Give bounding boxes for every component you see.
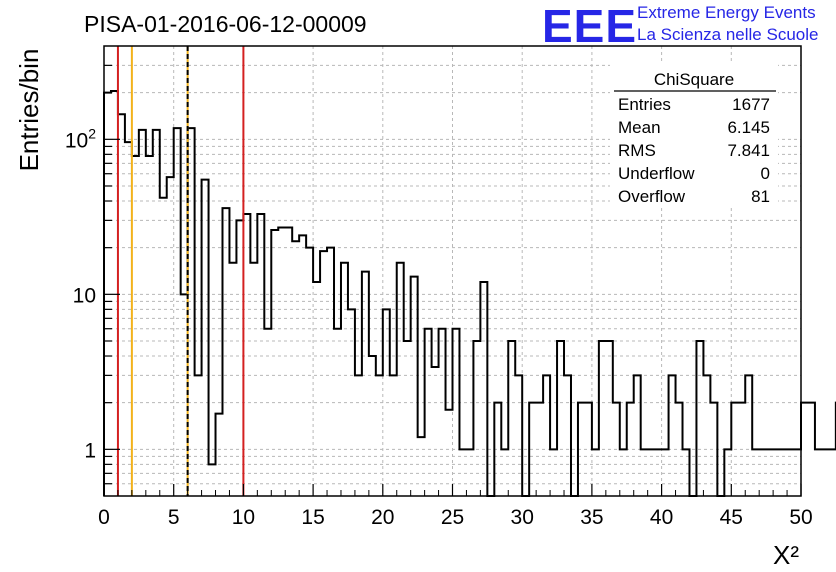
stats-label-rms: RMS bbox=[618, 141, 656, 160]
threshold-lines bbox=[116, 46, 245, 496]
histogram-series bbox=[103, 89, 836, 497]
y-tick-label: 10 bbox=[73, 284, 96, 307]
stats-label-mean: Mean bbox=[618, 118, 661, 137]
x-tick-label: 25 bbox=[441, 506, 464, 529]
x-tick-label: 0 bbox=[98, 506, 110, 529]
stats-value-underflow: 0 bbox=[761, 164, 770, 183]
x-tick-label: 5 bbox=[168, 506, 180, 529]
stats-value-overflow: 81 bbox=[751, 187, 770, 206]
x-tick-label: 15 bbox=[301, 506, 324, 529]
stats-box-background bbox=[610, 62, 778, 208]
x-tick-label: 30 bbox=[511, 506, 534, 529]
logo-line-1: Extreme Energy Events bbox=[637, 3, 816, 22]
axis-ticks: 0 5 10 15 20 25 30 35 40 45 50 1 10 102 bbox=[65, 64, 813, 529]
x-tick-label: 40 bbox=[650, 506, 673, 529]
x-tick-label: 50 bbox=[789, 506, 812, 529]
x-tick-label: 10 bbox=[232, 506, 255, 529]
x-tick-label: 20 bbox=[371, 506, 394, 529]
y-axis-title: Entries/bin bbox=[14, 49, 44, 172]
plot-title: PISA-01-2016-06-12-00009 bbox=[84, 11, 367, 37]
stats-value-entries: 1677 bbox=[732, 95, 770, 114]
y-tick-label: 1 bbox=[84, 439, 96, 462]
y-tick-label: 102 bbox=[65, 125, 96, 152]
stats-label-overflow: Overflow bbox=[618, 187, 686, 206]
stats-label-entries: Entries bbox=[618, 95, 671, 114]
stats-title: ChiSquare bbox=[654, 70, 734, 89]
logo-line-2: La Scienza nelle Scuole bbox=[637, 25, 818, 44]
x-tick-label: 35 bbox=[580, 506, 603, 529]
x-tick-label: 45 bbox=[720, 506, 743, 529]
logo-letters: EEE bbox=[542, 0, 637, 52]
eee-logo: EEE Extreme Energy Events La Scienza nel… bbox=[542, 0, 818, 52]
stats-value-rms: 7.841 bbox=[727, 141, 770, 160]
stats-label-underflow: Underflow bbox=[618, 164, 695, 183]
stats-box: ChiSquare Entries 1677 Mean 6.145 RMS 7.… bbox=[610, 62, 778, 208]
histogram-outline bbox=[103, 89, 836, 497]
x-axis-title: X² bbox=[773, 540, 799, 570]
stats-value-mean: 6.145 bbox=[727, 118, 770, 137]
